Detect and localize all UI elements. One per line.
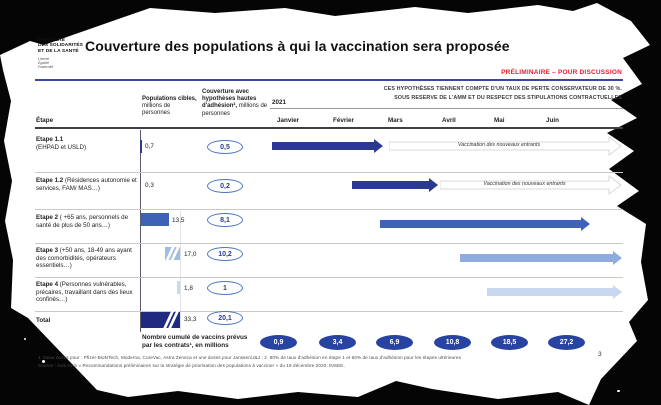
population-value: 33,3: [184, 316, 197, 323]
cumulative-ellipse: 0,9: [260, 335, 297, 350]
ministry-logo-line: ET DE LA SANTÉ: [38, 48, 79, 54]
ministry-logo-line: MINISTÈRE: [38, 38, 66, 43]
row-label-etape-4: Etape 4 (Personnes vulnérables, précaire…: [36, 281, 133, 304]
column-header-etape: Étape: [36, 117, 54, 124]
coverage-ellipse: 1: [207, 281, 243, 295]
population-bar-total: [141, 310, 180, 330]
paper-speck: [617, 390, 620, 392]
timeline-arrow-etape-1-1: [272, 139, 383, 153]
row-label-etape-1-2: Etape 1.2 (Résidences autonomie et servi…: [36, 177, 137, 192]
coverage-ellipse: 8,1: [207, 213, 243, 227]
population-value: 17,0: [184, 251, 197, 258]
month-label: Avril: [442, 117, 456, 124]
coverage-ellipse: 0,2: [207, 179, 243, 193]
bar-axis-line: [140, 130, 141, 332]
footnote-source: Source : Avis HAS « Recommandations prél…: [38, 363, 345, 368]
row-separator: [35, 243, 623, 244]
population-value: 0,3: [145, 182, 154, 189]
month-label: Février: [333, 117, 355, 124]
population-value: 0,7: [145, 143, 154, 150]
followup-arrow-etape-1-2: [440, 175, 622, 195]
month-label: Mars: [388, 117, 403, 124]
followup-arrow-etape-1-1: [389, 136, 622, 156]
timeline-arrow-etape-4: [487, 285, 622, 299]
cumulative-ellipse: 10,8: [434, 335, 471, 350]
followup-label: Vaccination des nouveaux entrants: [483, 181, 566, 187]
month-label: Janvier: [277, 117, 300, 124]
row-label-etape-2: Etape 2 ( +65 ans, personnels de santé d…: [36, 214, 129, 229]
coverage-ellipse: 0,5: [207, 140, 243, 154]
coverage-ellipse: 10,2: [207, 247, 243, 261]
cumulative-ellipse: 27,2: [548, 335, 585, 350]
population-value: 13,5: [172, 217, 185, 224]
ministry-logo: MINISTÈRE DES SOLIDARITÉS ET DE LA SANTÉ: [38, 38, 83, 54]
ministry-logo-line: DES SOLIDARITÉS: [38, 43, 83, 49]
row-separator: [35, 311, 623, 312]
bar-break-gridline: [180, 211, 181, 332]
row-separator: [35, 277, 623, 278]
cumulative-ellipse: 18,5: [491, 335, 528, 350]
ministry-motto: Liberté Égalité Fraternité: [38, 57, 54, 70]
paper-speck: [42, 360, 45, 363]
row-separator: [35, 209, 623, 210]
row-label-etape-1-1: Etape 1.1 (EHPAD et USLD): [36, 136, 87, 151]
row-label-etape-3: Etape 3 (+50 ans, 18-49 ans ayant des co…: [36, 247, 132, 270]
cumulative-label: Nombre cumulé de vaccins prévus par les …: [142, 334, 248, 349]
paper-speck: [628, 150, 630, 153]
population-bar-etape-3: [163, 245, 181, 265]
month-label: Juin: [546, 117, 559, 124]
row-label-total: Total: [36, 317, 51, 324]
row-separator: [35, 172, 623, 173]
population-value: 1,8: [184, 285, 193, 292]
hypotheses-note: CES HYPOTHÈSES TIENNENT COMPTE D'UN TAUX…: [383, 86, 622, 101]
population-bar-etape-2: [141, 213, 169, 226]
paper-speck: [24, 338, 26, 340]
timeline-arrow-etape-2: [380, 217, 590, 231]
cumulative-ellipse: 6,9: [376, 335, 413, 350]
timeline-arrow-etape-3: [460, 251, 622, 265]
year-label: 2021: [272, 99, 287, 106]
page-number: 3: [598, 351, 602, 358]
population-bar-etape-4: [177, 281, 180, 294]
coverage-ellipse: 20,1: [207, 311, 243, 325]
footnote-1: 1. Deux doses pour : Pfizer-BioNTech, Mo…: [38, 355, 461, 360]
population-bar-etape-1-1: [140, 140, 142, 153]
year-underline: [270, 108, 623, 109]
timeline-arrow-etape-1-2: [352, 178, 438, 192]
followup-label: Vaccination des nouveaux entrants: [457, 142, 541, 148]
header-rule: [35, 79, 623, 81]
column-header-couverture: Couverture avec hypothèses hautes d'adhé…: [202, 89, 268, 117]
column-header-populations: Populations cibles, millions de personne…: [142, 96, 197, 117]
cumulative-ellipse: 3,4: [319, 335, 356, 350]
preliminary-banner: PRÉLIMINAIRE – POUR DISCUSSION: [501, 69, 622, 76]
table-header-rule: [35, 127, 623, 129]
month-label: Mai: [494, 117, 505, 124]
page-title: Couverture des populations à qui la vacc…: [85, 38, 510, 54]
